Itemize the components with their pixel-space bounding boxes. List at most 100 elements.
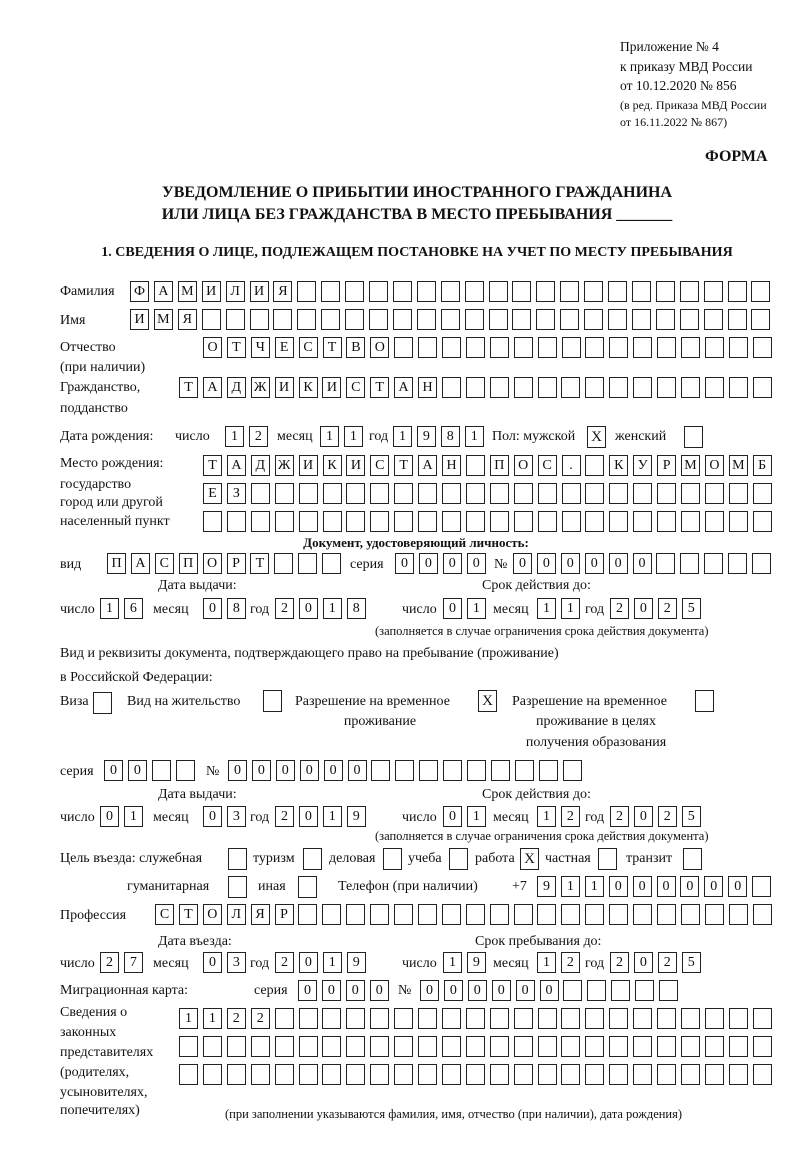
char-box[interactable] bbox=[561, 1008, 581, 1029]
sex-male-checkbox[interactable]: X bbox=[587, 426, 606, 448]
char-box[interactable] bbox=[298, 553, 318, 574]
char-box[interactable] bbox=[250, 483, 270, 504]
char-box[interactable] bbox=[611, 980, 631, 1001]
char-box[interactable] bbox=[655, 309, 675, 330]
char-box[interactable] bbox=[394, 1008, 414, 1029]
char-box[interactable] bbox=[394, 904, 413, 925]
char-box[interactable]: 2 bbox=[610, 598, 629, 619]
char-box[interactable]: Е bbox=[274, 337, 294, 358]
char-box[interactable] bbox=[489, 904, 509, 925]
char-box[interactable] bbox=[704, 553, 724, 574]
char-box[interactable] bbox=[728, 377, 748, 398]
char-box[interactable] bbox=[488, 281, 508, 302]
char-box[interactable] bbox=[633, 1064, 653, 1085]
char-box[interactable] bbox=[490, 760, 510, 781]
char-box[interactable]: О bbox=[203, 337, 222, 358]
char-box[interactable] bbox=[537, 904, 557, 925]
char-box[interactable] bbox=[392, 309, 412, 330]
char-box[interactable]: 0 bbox=[633, 598, 653, 619]
char-box[interactable]: И bbox=[274, 377, 294, 398]
char-box[interactable] bbox=[465, 455, 485, 476]
char-box[interactable] bbox=[585, 377, 605, 398]
char-box[interactable] bbox=[704, 1036, 724, 1057]
temporary-residence-checkbox[interactable]: X bbox=[478, 690, 497, 712]
char-box[interactable] bbox=[370, 904, 390, 925]
char-box[interactable]: 2 bbox=[560, 952, 580, 973]
char-box[interactable]: П bbox=[178, 553, 198, 574]
char-box[interactable] bbox=[657, 1036, 676, 1057]
char-box[interactable]: 9 bbox=[416, 426, 436, 447]
char-box[interactable] bbox=[608, 281, 627, 302]
char-box[interactable]: Ж bbox=[274, 455, 294, 476]
char-box[interactable]: А bbox=[226, 455, 246, 476]
char-box[interactable] bbox=[418, 337, 438, 358]
char-box[interactable] bbox=[657, 1064, 676, 1085]
char-box[interactable]: Т bbox=[226, 337, 246, 358]
char-box[interactable] bbox=[584, 281, 604, 302]
char-box[interactable] bbox=[370, 511, 390, 532]
char-box[interactable] bbox=[298, 483, 318, 504]
char-box[interactable] bbox=[680, 553, 700, 574]
char-box[interactable]: 2 bbox=[100, 952, 119, 973]
char-box[interactable]: 0 bbox=[298, 806, 318, 827]
char-box[interactable]: Т bbox=[322, 337, 342, 358]
char-box[interactable]: 5 bbox=[681, 598, 701, 619]
char-box[interactable]: 0 bbox=[632, 876, 652, 897]
char-box[interactable] bbox=[322, 553, 342, 574]
char-box[interactable]: И bbox=[130, 309, 149, 330]
char-box[interactable] bbox=[465, 483, 485, 504]
char-box[interactable]: 1 bbox=[537, 806, 556, 827]
char-box[interactable]: 0 bbox=[633, 806, 653, 827]
sex-female-checkbox[interactable] bbox=[684, 426, 703, 448]
char-box[interactable] bbox=[202, 1064, 222, 1085]
char-box[interactable]: 0 bbox=[228, 760, 247, 781]
char-box[interactable] bbox=[250, 511, 270, 532]
char-box[interactable]: 0 bbox=[728, 876, 748, 897]
purpose-transit-checkbox[interactable] bbox=[683, 848, 702, 870]
char-box[interactable] bbox=[513, 483, 533, 504]
char-box[interactable] bbox=[537, 1064, 557, 1085]
char-box[interactable] bbox=[657, 1008, 676, 1029]
char-box[interactable] bbox=[345, 281, 365, 302]
char-box[interactable] bbox=[609, 1036, 629, 1057]
char-box[interactable]: 0 bbox=[515, 980, 535, 1001]
char-box[interactable] bbox=[370, 1036, 390, 1057]
char-box[interactable]: А bbox=[130, 553, 150, 574]
char-box[interactable] bbox=[704, 1064, 724, 1085]
char-box[interactable] bbox=[560, 281, 580, 302]
char-box[interactable] bbox=[441, 904, 461, 925]
char-box[interactable]: 0 bbox=[536, 553, 556, 574]
char-box[interactable]: 0 bbox=[347, 760, 367, 781]
char-box[interactable]: И bbox=[322, 377, 342, 398]
char-box[interactable] bbox=[752, 904, 772, 925]
char-box[interactable] bbox=[680, 377, 700, 398]
char-box[interactable] bbox=[250, 1064, 270, 1085]
char-box[interactable] bbox=[394, 1064, 414, 1085]
char-box[interactable] bbox=[536, 281, 556, 302]
char-box[interactable]: В bbox=[346, 337, 366, 358]
char-box[interactable] bbox=[512, 309, 532, 330]
char-box[interactable]: 0 bbox=[467, 980, 487, 1001]
char-box[interactable]: 0 bbox=[299, 760, 319, 781]
char-box[interactable] bbox=[418, 1008, 437, 1029]
char-box[interactable] bbox=[561, 377, 581, 398]
char-box[interactable] bbox=[537, 511, 557, 532]
char-box[interactable]: Я bbox=[273, 281, 293, 302]
char-box[interactable]: 8 bbox=[440, 426, 460, 447]
char-box[interactable] bbox=[441, 1008, 461, 1029]
char-box[interactable] bbox=[728, 1008, 748, 1029]
char-box[interactable]: Е bbox=[203, 483, 222, 504]
char-box[interactable] bbox=[440, 309, 460, 330]
char-box[interactable] bbox=[513, 377, 533, 398]
char-box[interactable] bbox=[274, 483, 294, 504]
char-box[interactable] bbox=[751, 281, 771, 302]
char-box[interactable] bbox=[440, 281, 460, 302]
char-box[interactable] bbox=[273, 309, 293, 330]
char-box[interactable] bbox=[274, 511, 294, 532]
char-box[interactable] bbox=[298, 1064, 318, 1085]
char-box[interactable]: У bbox=[633, 455, 653, 476]
char-box[interactable] bbox=[633, 483, 653, 504]
char-box[interactable] bbox=[751, 309, 771, 330]
char-box[interactable] bbox=[467, 760, 486, 781]
char-box[interactable] bbox=[703, 281, 723, 302]
